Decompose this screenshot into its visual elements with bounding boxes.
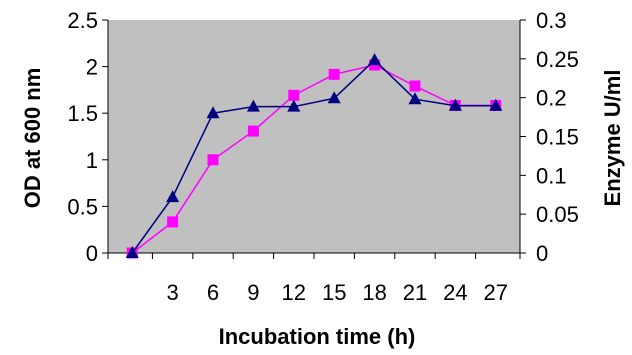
data-point-od: [125, 246, 139, 258]
data-point-enzyme: [247, 125, 259, 137]
data-point-enzyme: [167, 216, 179, 228]
y-left-ticks: 0 0.5 1 1.5 2 2.5: [67, 8, 109, 266]
y-left-tick-label: 2.5: [67, 8, 98, 33]
y-right-tick-label: 0.3: [536, 8, 567, 33]
x-tick-label: 3: [167, 280, 179, 305]
data-point-od: [206, 106, 220, 119]
x-tick-label: 27: [484, 280, 508, 305]
y-right-tick-label: 0.2: [536, 86, 567, 111]
data-point-enzyme: [207, 154, 219, 166]
y-left-tick-label: 1.5: [67, 101, 98, 126]
y-right-ticks: 0 0.05 0.1 0.15 0.2 0.25 0.3: [519, 8, 579, 266]
series-line-od: [131, 59, 496, 254]
x-tick-label: 9: [247, 280, 259, 305]
x-tick-label: 12: [282, 280, 306, 305]
x-axis-title: Incubation time (h): [219, 324, 416, 349]
data-point-od: [448, 98, 462, 111]
y-left-tick-label: 2: [86, 55, 98, 80]
x-tick-label: 24: [443, 280, 467, 305]
x-ticks: 3 6 9 12 15 18 21 24 27: [107, 252, 521, 305]
plot-area: [108, 20, 520, 253]
data-point-enzyme: [288, 89, 300, 101]
series-layer: [125, 53, 503, 259]
y-left-tick-label: 1: [86, 148, 98, 173]
data-point-od: [368, 53, 382, 66]
y-left-tick-label: 0.5: [67, 194, 98, 219]
x-tick-label: 15: [322, 280, 346, 305]
y-right-tick-label: 0.05: [536, 202, 579, 227]
data-point-od: [166, 190, 180, 203]
y-left-tick-label: 0: [86, 241, 98, 266]
data-point-od: [489, 98, 503, 111]
data-point-od: [327, 91, 341, 104]
data-point-enzyme: [409, 80, 421, 92]
x-tick-label: 18: [362, 280, 386, 305]
x-tick-label: 6: [207, 280, 219, 305]
y-right-tick-label: 0.15: [536, 125, 579, 150]
data-point-od: [246, 99, 260, 112]
data-point-od: [408, 92, 422, 105]
data-point-od: [287, 99, 301, 112]
series-line-enzyme: [131, 64, 496, 254]
x-tick-label: 21: [403, 280, 427, 305]
y-right-tick-label: 0.1: [536, 163, 567, 188]
y-left-axis-title: OD at 600 nm: [20, 68, 45, 209]
y-right-tick-label: 0: [536, 241, 548, 266]
y-right-axis-title: Enzyme U/ml: [600, 70, 625, 207]
data-point-enzyme: [328, 68, 340, 80]
y-right-tick-label: 0.25: [536, 47, 579, 72]
